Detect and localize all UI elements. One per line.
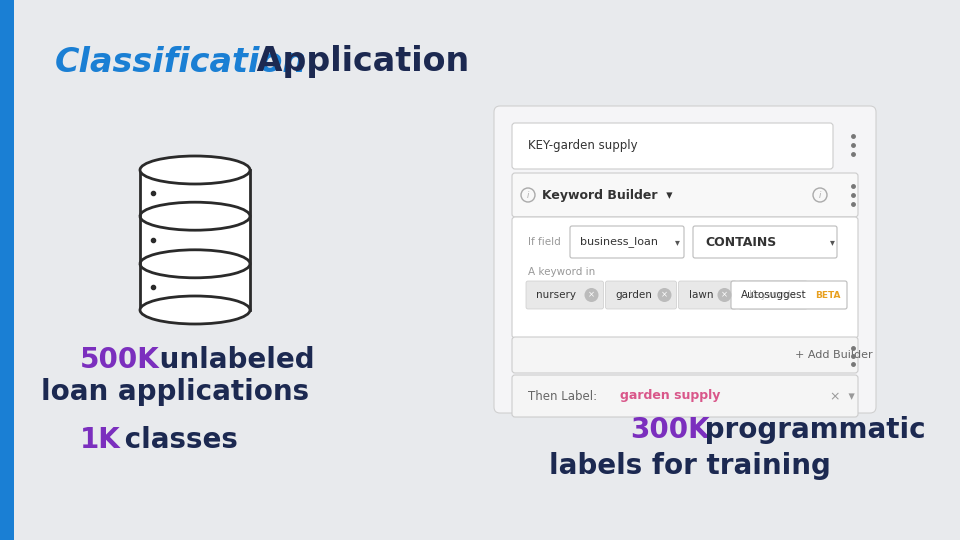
- FancyBboxPatch shape: [0, 0, 14, 540]
- FancyBboxPatch shape: [512, 217, 858, 338]
- Text: Classification: Classification: [55, 45, 307, 78]
- Text: Application: Application: [245, 45, 469, 78]
- Ellipse shape: [140, 296, 250, 324]
- Text: unlabeled: unlabeled: [150, 346, 315, 374]
- Text: lawn: lawn: [688, 290, 713, 300]
- FancyBboxPatch shape: [693, 226, 837, 258]
- Text: labels for training: labels for training: [549, 452, 831, 480]
- Text: If field: If field: [528, 237, 561, 247]
- Text: Keyword Builder  ▾: Keyword Builder ▾: [542, 188, 673, 201]
- FancyBboxPatch shape: [494, 106, 876, 413]
- Circle shape: [585, 288, 598, 302]
- FancyBboxPatch shape: [140, 170, 250, 310]
- Text: classes: classes: [115, 426, 238, 454]
- Text: 1K: 1K: [80, 426, 121, 454]
- Text: + Add Builder: + Add Builder: [795, 350, 873, 360]
- Text: garden: garden: [615, 290, 653, 300]
- Text: Keywords: Keywords: [749, 290, 795, 300]
- Text: BETA: BETA: [815, 291, 841, 300]
- Text: ×: ×: [721, 291, 728, 300]
- Text: ▾: ▾: [675, 237, 680, 247]
- Text: CONTAINS: CONTAINS: [705, 235, 777, 248]
- Text: A keyword in: A keyword in: [528, 267, 595, 277]
- Circle shape: [658, 288, 671, 302]
- Text: ×  ▾: × ▾: [830, 389, 854, 402]
- Ellipse shape: [140, 156, 250, 184]
- FancyBboxPatch shape: [679, 281, 736, 309]
- Text: ×: ×: [661, 291, 668, 300]
- Circle shape: [717, 288, 732, 302]
- Text: 300K: 300K: [630, 416, 709, 444]
- Text: nursery: nursery: [536, 290, 576, 300]
- Text: business_loan: business_loan: [580, 237, 658, 247]
- Text: i: i: [819, 191, 821, 199]
- Text: garden supply: garden supply: [620, 389, 720, 402]
- Text: ×: ×: [588, 291, 595, 300]
- Text: Then Label:: Then Label:: [528, 389, 597, 402]
- FancyBboxPatch shape: [731, 281, 847, 309]
- FancyBboxPatch shape: [526, 281, 604, 309]
- Text: ▾: ▾: [830, 237, 835, 247]
- FancyBboxPatch shape: [512, 123, 833, 169]
- FancyBboxPatch shape: [738, 281, 807, 309]
- FancyBboxPatch shape: [570, 226, 684, 258]
- Text: loan applications: loan applications: [41, 378, 309, 406]
- Text: 500K: 500K: [80, 346, 159, 374]
- Text: KEY-garden supply: KEY-garden supply: [528, 139, 637, 152]
- Text: Autosuggest: Autosuggest: [741, 290, 806, 300]
- FancyBboxPatch shape: [606, 281, 677, 309]
- FancyBboxPatch shape: [512, 173, 858, 217]
- FancyBboxPatch shape: [512, 337, 858, 373]
- FancyBboxPatch shape: [512, 375, 858, 417]
- Text: i: i: [527, 191, 529, 199]
- Text: programmatic: programmatic: [695, 416, 925, 444]
